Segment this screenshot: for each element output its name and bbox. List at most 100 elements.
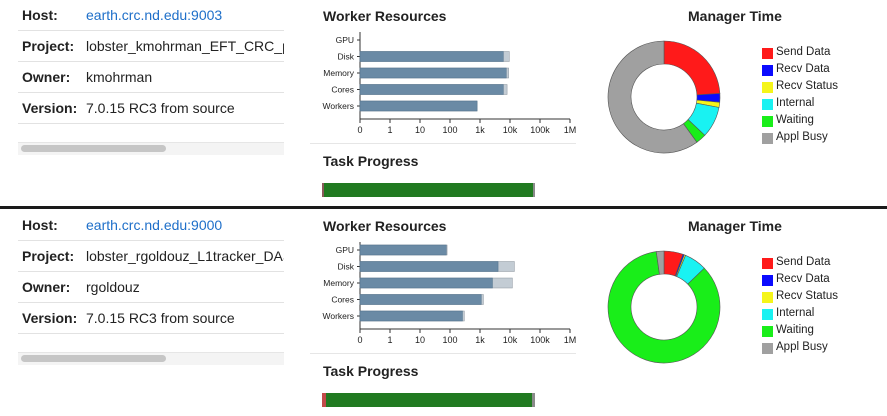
worker-resources-title: Worker Resources [323,218,447,234]
legend-label: Appl Busy [776,131,828,143]
bar-used [359,84,504,95]
horizontal-scrollbar[interactable] [18,142,284,155]
project-label: Project: [22,38,75,54]
host-link[interactable]: earth.crc.nd.edu:9003 [86,7,223,23]
category-label: Cores [331,85,354,95]
progress-segment [322,183,325,197]
donut-slice [663,40,721,96]
legend-swatch [762,82,773,93]
x-tick-label: 0 [357,335,362,345]
category-label: Cores [331,295,354,305]
x-tick-label: 1k [475,125,485,135]
legend-label: Recv Status [776,80,838,92]
progress-segment [326,393,532,407]
category-label: Workers [323,101,355,111]
x-tick-label: 10k [503,335,518,345]
section-divider [310,143,576,144]
donut-slice [607,251,721,364]
host-label: Host: [22,217,58,233]
task-progress-title: Task Progress [323,363,419,379]
version-row: Version: 7.0.15 RC3 from source [18,93,284,124]
manager-time-donut [607,40,721,154]
progress-segment [531,393,535,407]
manager-time-title: Manager Time [688,8,782,24]
horizontal-scrollbar[interactable] [18,352,284,365]
x-tick-label: 100k [530,125,550,135]
legend-swatch [762,326,773,337]
bar-used [359,67,507,79]
legend-swatch [762,258,773,269]
legend-swatch [762,48,773,59]
x-tick-label: 100 [442,335,457,345]
project-label: Project: [22,248,75,264]
task-progress-title: Task Progress [323,153,419,169]
donut-slice [655,250,665,275]
x-tick-label: 10 [415,335,425,345]
bar-used [359,51,504,62]
bar-used [359,277,493,289]
owner-label: Owner: [22,69,71,85]
x-tick-label: 0 [357,125,362,135]
progress-segment [324,183,533,197]
legend-label: Send Data [776,256,831,268]
worker-resources-chart: 0 1 10 100 1k 10k 100k 1M GPU Disk Memory Cores Work… [323,242,577,345]
bar-used [359,294,482,305]
legend-swatch [762,99,773,110]
legend-label: Waiting [776,324,814,336]
x-tick-label: 10 [415,125,425,135]
legend-label: Recv Status [776,290,838,302]
scrollbar-thumb[interactable] [21,355,166,362]
project-value: lobster_rgoldouz_L1tracker_DAS [86,248,284,264]
manager-info: Host: earth.crc.nd.edu:9000 Project: lob… [18,210,284,370]
task-progress-bar [322,183,535,197]
version-value: 7.0.15 RC3 from source [86,310,235,326]
category-label: GPU [336,245,354,255]
donut-slice [607,40,698,154]
bar-used [359,244,447,256]
manager-panel: Host: earth.crc.nd.edu:9000 Project: lob… [0,210,887,416]
owner-value: rgoldouz [86,279,140,295]
legend-swatch [762,343,773,354]
category-label: Disk [337,262,354,272]
category-label: GPU [336,35,354,45]
legend-swatch [762,65,773,76]
legend-swatch [762,309,773,320]
legend-label: Send Data [776,46,831,58]
manager-time-donut [607,250,721,364]
x-tick-label: 1k [475,335,485,345]
host-row: Host: earth.crc.nd.edu:9003 [18,0,284,31]
legend-label: Internal [776,307,815,319]
legend-swatch [762,275,773,286]
x-tick-label: 100 [442,125,457,135]
scrollbar-thumb[interactable] [21,145,166,152]
legend-label: Internal [776,97,815,109]
category-label: Memory [323,278,354,288]
category-label: Workers [323,311,355,321]
project-row: Project: lobster_rgoldouz_L1tracker_DAS [18,241,284,272]
category-label: Memory [323,68,354,78]
category-label: Disk [337,52,354,62]
section-divider [310,353,576,354]
host-label: Host: [22,7,58,23]
host-link[interactable]: earth.crc.nd.edu:9000 [86,217,223,233]
owner-row: Owner: kmohrman [18,62,284,93]
legend-swatch [762,133,773,144]
legend-label: Recv Data [776,63,830,75]
owner-row: Owner: rgoldouz [18,272,284,303]
legend-swatch [762,292,773,303]
project-row: Project: lobster_kmohrman_EFT_CRC_pc [18,31,284,62]
x-tick-label: 1M [564,335,577,345]
legend-label: Appl Busy [776,341,828,353]
bar-used [359,100,478,112]
panel-divider [0,206,887,209]
manager-panel: Host: earth.crc.nd.edu:9003 Project: lob… [0,0,887,206]
owner-value: kmohrman [86,69,153,85]
worker-resources-title: Worker Resources [323,8,447,24]
host-row: Host: earth.crc.nd.edu:9000 [18,210,284,241]
x-tick-label: 1M [564,125,577,135]
x-tick-label: 10k [503,125,518,135]
legend-label: Waiting [776,114,814,126]
manager-time-title: Manager Time [688,218,782,234]
progress-segment [322,393,327,407]
bar-used [359,261,499,272]
